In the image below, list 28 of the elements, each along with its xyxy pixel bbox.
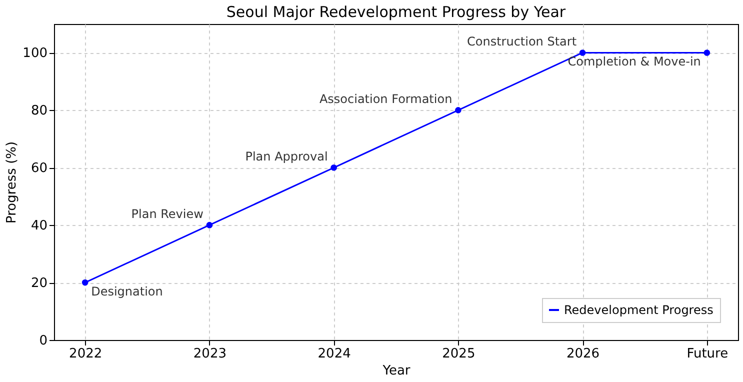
x-tick-label: 2024: [318, 346, 351, 362]
x-tick-label: 2026: [566, 346, 600, 362]
annotation: Plan Review: [131, 207, 204, 222]
annotation: Completion & Move-in: [568, 54, 701, 69]
x-tick-label: 2023: [193, 346, 226, 362]
point: [330, 164, 337, 171]
x-tick-label: 2022: [69, 346, 102, 362]
chart-title: Seoul Major Redevelopment Progress by Year: [226, 3, 566, 21]
x-tick-label: 2025: [442, 346, 476, 362]
y-tick-label: 20: [30, 276, 48, 292]
point: [206, 222, 213, 228]
legend-label: Redevelopment Progress: [564, 303, 714, 317]
point: [704, 50, 710, 56]
annotation: Designation: [91, 284, 163, 299]
point: [455, 107, 462, 114]
y-tick-label: 60: [30, 161, 48, 176]
y-axis-title: Progress (%): [4, 141, 20, 224]
point: [82, 279, 88, 286]
annotation: Association Formation: [319, 92, 452, 106]
y-tick-label: 100: [22, 46, 48, 62]
x-axis-title: Year: [382, 364, 411, 378]
y-tick-label: 0: [39, 334, 48, 348]
x-tick-label: Future: [686, 346, 728, 362]
y-tick-label: 80: [30, 104, 48, 119]
annotation: Construction Start: [467, 34, 577, 49]
point: [579, 50, 586, 56]
y-tick-label: 40: [30, 218, 48, 234]
annotation: Plan Approval: [245, 150, 328, 164]
